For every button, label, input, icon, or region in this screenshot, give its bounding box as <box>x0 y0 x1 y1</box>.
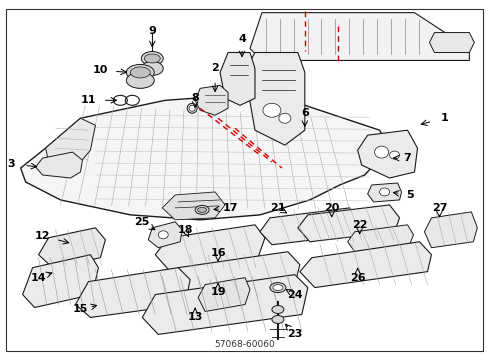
Ellipse shape <box>158 231 168 239</box>
Ellipse shape <box>126 72 154 88</box>
Ellipse shape <box>271 306 284 314</box>
Ellipse shape <box>189 105 195 111</box>
Text: 7: 7 <box>403 153 410 163</box>
Ellipse shape <box>141 62 163 75</box>
Polygon shape <box>428 32 473 53</box>
Ellipse shape <box>187 103 197 113</box>
Ellipse shape <box>195 206 209 214</box>
Polygon shape <box>424 212 476 248</box>
Polygon shape <box>367 183 401 202</box>
Text: 20: 20 <box>324 203 339 213</box>
Text: 9: 9 <box>148 26 156 36</box>
Text: 13: 13 <box>187 312 203 323</box>
Ellipse shape <box>374 146 388 158</box>
Polygon shape <box>168 252 299 302</box>
Polygon shape <box>142 275 307 334</box>
Ellipse shape <box>272 285 283 291</box>
Text: 26: 26 <box>349 273 365 283</box>
Ellipse shape <box>389 151 399 159</box>
Text: 57068-60060: 57068-60060 <box>214 340 274 349</box>
Text: 4: 4 <box>238 33 245 44</box>
Text: 14: 14 <box>31 273 46 283</box>
Polygon shape <box>155 225 264 272</box>
Polygon shape <box>299 242 430 288</box>
Text: 12: 12 <box>35 231 50 241</box>
Text: 1: 1 <box>440 113 447 123</box>
Polygon shape <box>39 228 105 268</box>
Polygon shape <box>45 118 95 170</box>
Polygon shape <box>249 13 468 60</box>
Text: 2: 2 <box>211 63 219 73</box>
Text: 3: 3 <box>7 159 15 169</box>
Text: 18: 18 <box>177 225 193 235</box>
Ellipse shape <box>269 283 285 293</box>
Text: 8: 8 <box>191 93 199 103</box>
Ellipse shape <box>141 51 163 66</box>
Text: 5: 5 <box>405 190 412 200</box>
Polygon shape <box>357 130 417 178</box>
Text: 24: 24 <box>286 289 302 300</box>
Polygon shape <box>162 192 224 220</box>
Polygon shape <box>36 152 82 178</box>
Text: 16: 16 <box>210 248 225 258</box>
Text: 21: 21 <box>269 203 285 213</box>
Text: 6: 6 <box>300 108 308 118</box>
Polygon shape <box>260 208 359 245</box>
Polygon shape <box>148 222 182 248</box>
Text: 15: 15 <box>73 305 88 315</box>
Polygon shape <box>220 53 254 105</box>
Ellipse shape <box>263 103 280 117</box>
Polygon shape <box>198 278 249 311</box>
Ellipse shape <box>126 64 154 80</box>
Text: 11: 11 <box>81 95 96 105</box>
Text: 23: 23 <box>286 329 302 339</box>
Polygon shape <box>75 268 190 318</box>
Polygon shape <box>347 225 413 252</box>
Ellipse shape <box>278 113 290 123</box>
Ellipse shape <box>197 207 206 212</box>
Text: 19: 19 <box>210 287 225 297</box>
Text: 17: 17 <box>222 203 237 213</box>
Polygon shape <box>22 255 98 307</box>
Ellipse shape <box>271 315 284 323</box>
Polygon shape <box>195 85 227 115</box>
Text: 27: 27 <box>431 203 447 213</box>
Ellipse shape <box>379 188 389 196</box>
Text: 22: 22 <box>351 220 366 230</box>
Text: 25: 25 <box>134 217 150 227</box>
Text: 10: 10 <box>93 66 108 76</box>
Polygon shape <box>20 95 389 220</box>
Ellipse shape <box>144 54 160 63</box>
Ellipse shape <box>130 67 150 78</box>
Polygon shape <box>247 53 304 145</box>
Polygon shape <box>297 205 399 242</box>
